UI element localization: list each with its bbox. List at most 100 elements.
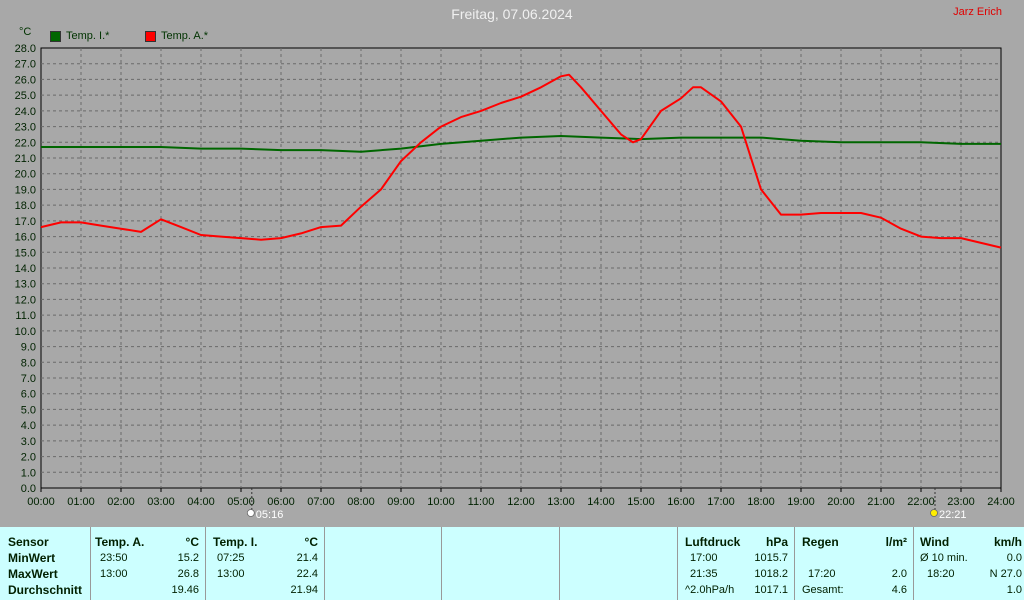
wind-avg-value: 0.0 <box>1006 552 1022 564</box>
y-tick-label: 24.0 <box>15 106 36 118</box>
y-tick-label: 2.0 <box>21 452 36 464</box>
temperature-chart: 0.0 1.0 2.0 3.0 4.0 5.0 6.0 7.0 8.0 9.0 10.0 11.0 12… <box>15 43 1015 521</box>
x-tick-label: 23:00 <box>947 496 975 508</box>
y-tick-label: 12.0 <box>15 294 36 306</box>
y-tick-label: 13.0 <box>15 279 36 291</box>
temp-i-unit: °C <box>304 535 318 549</box>
y-tick-label: 15.0 <box>15 247 36 259</box>
x-tick-label: 14:00 <box>587 496 615 508</box>
legend-item-temp-a: Temp. A.* <box>145 30 208 42</box>
y-tick-label: 28.0 <box>15 43 36 55</box>
x-tick-label: 21:00 <box>867 496 895 508</box>
y-tick-label: 22.0 <box>15 137 36 149</box>
legend-label-temp-i: Temp. I.* <box>66 30 110 42</box>
x-tick-label: 08:00 <box>347 496 375 508</box>
stats-sensor-column: Sensor MinWert MaxWert Durchschnitt <box>0 527 91 600</box>
x-tick-label: 24:00 <box>987 496 1015 508</box>
temp-a-min-value: 15.2 <box>177 552 199 564</box>
y-tick-label: 14.0 <box>15 263 36 275</box>
pressure-min-value: 1015.7 <box>754 552 788 564</box>
rain-total-value: 4.6 <box>891 584 907 596</box>
stats-pressure-column: Luftdruck hPa 17:00 1015.7 21:35 1018.2 … <box>677 527 795 600</box>
author-label: Jarz Erich <box>953 6 1002 18</box>
y-tick-label: 11.0 <box>15 310 36 322</box>
y-tick-label: 16.0 <box>15 232 36 244</box>
legend-label-temp-a: Temp. A.* <box>161 30 209 42</box>
temp-a-max-value: 26.8 <box>177 568 199 580</box>
stats-rain-column: Regen l/m² 17:20 2.0 Gesamt: 4.6 <box>794 527 914 600</box>
sensor-header: Sensor <box>8 535 49 549</box>
rain-unit: l/m² <box>885 535 907 549</box>
stats-empty-column-2 <box>441 527 560 600</box>
wind-avg-label: Ø 10 min. <box>920 552 968 564</box>
y-tick-label: 3.0 <box>21 436 36 448</box>
pressure-unit: hPa <box>765 535 788 549</box>
pressure-current-value: 1017.1 <box>754 584 788 596</box>
x-tick-label: 10:00 <box>427 496 455 508</box>
pressure-max-value: 1018.2 <box>754 568 788 580</box>
x-tick-label: 03:00 <box>147 496 175 508</box>
y-tick-label: 17.0 <box>15 216 36 228</box>
y-tick-label: 26.0 <box>15 74 36 86</box>
x-tick-label: 11:00 <box>468 496 495 508</box>
x-tick-label: 00:00 <box>27 496 55 508</box>
legend-swatch-green <box>50 30 61 42</box>
x-tick-label: 22:00 <box>907 496 935 508</box>
temp-i-min-value: 21.4 <box>296 552 318 564</box>
y-tick-label: 8.0 <box>21 357 36 369</box>
y-tick-label: 18.0 <box>15 200 36 212</box>
temp-i-avg-value: 21.94 <box>290 584 318 596</box>
legend-swatch-red <box>145 30 156 42</box>
x-tick-label: 19:00 <box>787 496 815 508</box>
temp-i-min-time: 07:25 <box>217 552 245 564</box>
x-tick-label: 13:00 <box>547 496 575 508</box>
y-tick-label: 7.0 <box>21 373 36 385</box>
x-tick-label: 20:00 <box>827 496 855 508</box>
temp-a-avg-value: 19.46 <box>171 584 199 596</box>
rain-header: Regen <box>802 535 839 549</box>
sunset-time-label: 22:21 <box>939 509 967 521</box>
rain-total-label: Gesamt: <box>802 584 844 596</box>
x-tick-label: 02:00 <box>107 496 135 508</box>
stats-empty-column-1 <box>324 527 442 600</box>
x-tick-label: 04:00 <box>187 496 215 508</box>
y-tick-label: 4.0 <box>21 420 36 432</box>
x-tick-label: 16:00 <box>667 496 695 508</box>
temp-a-unit: °C <box>185 535 199 549</box>
y-tick-label: 27.0 <box>15 59 36 71</box>
stats-wind-column: Wind km/h Ø 10 min. 0.0 18:20 N 27.0 1.0 <box>913 527 1024 600</box>
y-tick-label: 5.0 <box>21 404 36 416</box>
statistics-table: Sensor MinWert MaxWert Durchschnitt Temp… <box>0 527 1024 600</box>
legend-item-temp-i: Temp. I.* <box>50 30 109 42</box>
y-tick-label: 1.0 <box>21 467 36 479</box>
series-line-temp-a <box>40 73 1002 249</box>
wind-header: Wind <box>920 535 950 549</box>
sunset-icon <box>930 509 938 517</box>
rain-max-value: 2.0 <box>891 568 907 580</box>
temp-a-max-time: 13:00 <box>100 568 128 580</box>
row-label-max: MaxWert <box>8 567 58 581</box>
x-tick-label: 06:00 <box>267 496 295 508</box>
y-unit-label: °C <box>19 26 32 38</box>
y-tick-label: 9.0 <box>21 342 36 354</box>
pressure-trend: ^2.0hPa/h <box>685 584 735 596</box>
y-tick-label: 0.0 <box>21 483 36 495</box>
rain-max-time: 17:20 <box>808 568 836 580</box>
y-tick-label: 25.0 <box>15 90 36 102</box>
x-tick-label: 05:00 <box>227 496 255 508</box>
stats-temp-i-column: Temp. I. °C 07:25 21.4 13:00 22.4 21.94 <box>205 527 325 600</box>
temp-i-max-time: 13:00 <box>217 568 245 580</box>
sunrise-time-label: 05:16 <box>256 509 284 521</box>
y-tick-label: 6.0 <box>21 389 36 401</box>
x-tick-label: 09:00 <box>387 496 415 508</box>
y-tick-label: 23.0 <box>15 122 36 134</box>
temp-i-max-value: 22.4 <box>296 568 318 580</box>
y-tick-label: 20.0 <box>15 169 36 181</box>
y-tick-label: 10.0 <box>15 326 36 338</box>
pressure-min-time: 17:00 <box>690 552 718 564</box>
pressure-max-time: 21:35 <box>690 568 718 580</box>
x-tick-label: 15:00 <box>627 496 655 508</box>
wind-unit: km/h <box>993 535 1022 549</box>
stats-temp-a-column: Temp. A. °C 23:50 15.2 13:00 26.8 19.46 <box>90 527 206 600</box>
y-tick-label: 21.0 <box>15 153 36 165</box>
